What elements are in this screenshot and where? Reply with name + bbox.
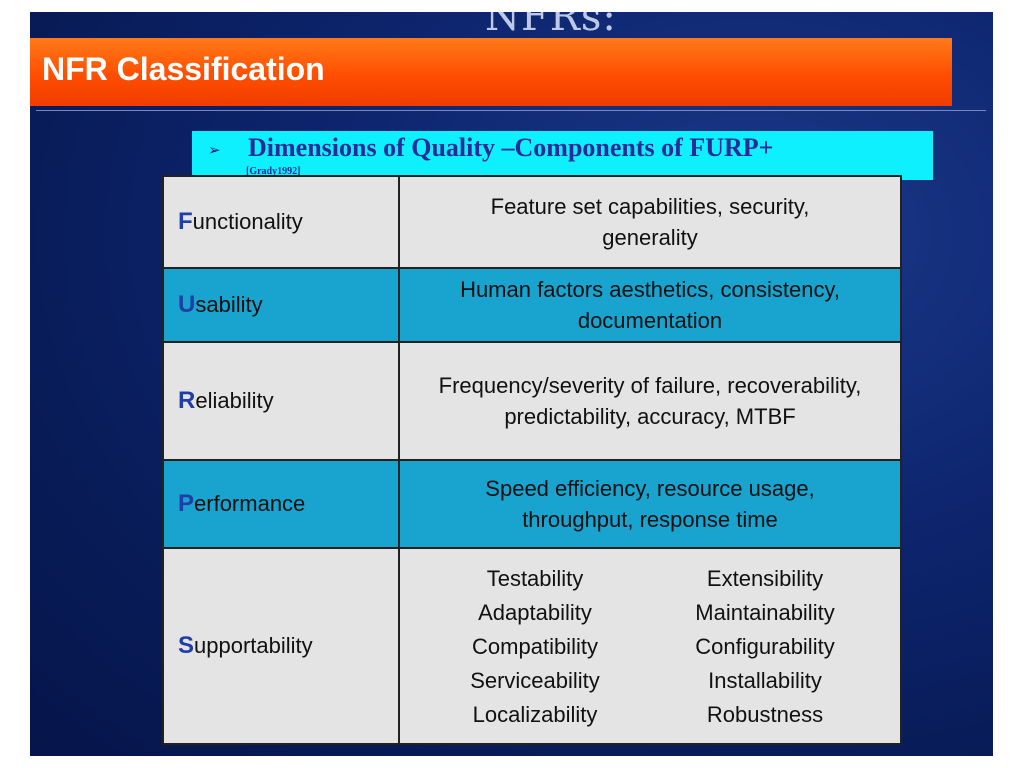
category-name-rest: upportability [194,633,313,658]
category-name-rest: unctionality [192,209,303,234]
citation-text: [Grady1992] [246,166,301,177]
attribute-grid: Testability Extensibility Adaptability M… [400,563,900,730]
subtitle-text: Dimensions of Quality –Components of FUR… [248,133,774,162]
category-description: Feature set capabilities, security, gene… [398,175,902,269]
category-cell: Supportability [162,547,400,745]
list-item: Localizability [472,701,598,727]
arrow-bullet-icon: ➢ [208,141,221,159]
list-item: Testability [486,565,584,591]
category-name-rest: sability [195,292,263,317]
table-row-usability: Usability Human factors aesthetics, cons… [162,267,902,343]
table-row-performance: Performance Speed efficiency, resource u… [162,459,902,549]
list-item: Serviceability [470,667,600,693]
category-cell: Usability [162,267,400,343]
slide-title: NFR Classification [42,51,325,87]
title-bar: NFR Classification [30,38,952,106]
table-row-supportability: Supportability Testability Extensibility… [162,547,902,745]
category-description: Human factors aesthetics, consistency, d… [398,267,902,343]
category-cell: Performance [162,459,400,549]
category-initial: U [178,291,196,318]
list-item: Adaptability [478,599,592,625]
category-cell: Functionality [162,175,400,269]
list-item: Maintainability [695,599,835,625]
furp-table: Functionality Feature set capabilities, … [162,175,902,745]
category-name-rest: eliability [195,388,274,413]
list-item: Robustness [706,701,824,727]
category-initial: P [178,490,195,517]
category-description: Frequency/severity of failure, recoverab… [398,341,902,461]
table-row-functionality: Functionality Feature set capabilities, … [162,175,902,269]
category-name-rest: erformance [194,491,306,516]
category-cell: Reliability [162,341,400,461]
supportability-attributes: Testability Extensibility Adaptability M… [398,547,902,745]
category-initial: F [178,208,193,235]
category-description: Speed efficiency, resource usage, throug… [398,459,902,549]
list-item: Installability [708,667,822,693]
list-item: Extensibility [706,565,824,591]
list-item: Compatibility [472,633,598,659]
list-item: Configurability [695,633,835,659]
divider-line [36,110,986,111]
subtitle-box: ➢ Dimensions of Quality –Components of F… [192,131,933,180]
background-title-text: NFRs: [485,12,617,40]
category-initial: S [178,632,195,659]
table-row-reliability: Reliability Frequency/severity of failur… [162,341,902,461]
category-initial: R [178,387,196,414]
